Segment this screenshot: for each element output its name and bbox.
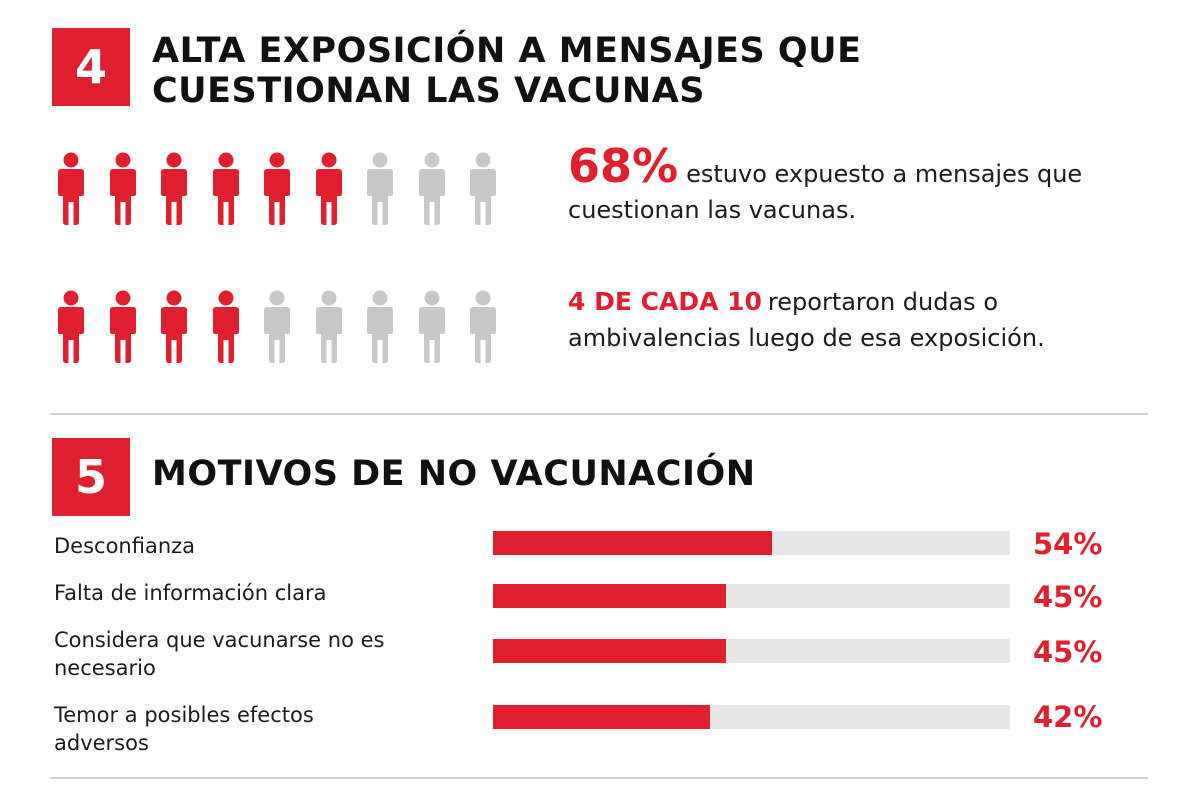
person-icon-filled — [106, 290, 140, 364]
stat-doubts-text: reportaron dudas o ambivalencias luego d… — [568, 288, 1045, 352]
bar-track-falta-informacion — [493, 584, 1010, 608]
section-5-title: MOTIVOS DE NO VACUNACIÓN — [152, 454, 756, 494]
person-icon-empty — [260, 290, 294, 364]
section-4-number: 4 — [52, 28, 130, 106]
bar-efectos-adversos — [493, 705, 711, 729]
person-icon-empty — [466, 290, 500, 364]
bar-value-no-necesario: 45% — [1033, 635, 1103, 669]
person-icon-empty — [415, 290, 449, 364]
person-icon-filled — [106, 152, 140, 226]
stat-exposure: 68% estuvo expuesto a mensajes que cuesti… — [568, 143, 1088, 228]
person-icon-empty — [466, 152, 500, 226]
person-icon-filled — [54, 152, 88, 226]
section-5-number: 5 — [52, 438, 130, 516]
person-icon-filled — [157, 152, 191, 226]
section-4-title-line2: CUESTIONAN LAS VACUNAS — [152, 71, 706, 111]
person-icon-filled — [209, 290, 243, 364]
people-icon-row-doubts — [54, 290, 524, 364]
bar-value-efectos-adversos: 42% — [1033, 700, 1103, 734]
person-icon-empty — [363, 290, 397, 364]
bar-label-falta-informacion: Falta de información clara — [54, 581, 327, 605]
stat-exposure-text: estuvo expuesto a mensajes que cuestiona… — [568, 160, 1083, 224]
person-icon-empty — [363, 152, 397, 226]
person-icon-empty — [312, 290, 346, 364]
bottom-divider — [50, 777, 1148, 779]
person-icon-filled — [54, 290, 88, 364]
people-icon-row-exposure — [54, 152, 524, 226]
stat-exposure-value: 68% — [568, 139, 679, 193]
bar-no-necesario — [493, 639, 726, 663]
bar-label-desconfianza: Desconfianza — [54, 534, 196, 558]
stat-doubts: 4 DE CADA 10 reportaron dudas o ambivalen… — [568, 284, 1088, 356]
person-icon-empty — [415, 152, 449, 226]
bar-track-desconfianza — [493, 531, 1010, 555]
bar-value-falta-informacion: 45% — [1033, 580, 1103, 614]
stat-doubts-value: 4 DE CADA 10 — [568, 287, 762, 316]
person-icon-filled — [157, 290, 191, 364]
person-icon-filled — [209, 152, 243, 226]
bar-desconfianza — [493, 531, 773, 555]
bar-value-desconfianza: 54% — [1033, 527, 1103, 561]
person-icon-filled — [312, 152, 346, 226]
bar-falta-informacion — [493, 584, 726, 608]
section-4-title-line1: ALTA EXPOSICIÓN A MENSAJES QUE — [152, 31, 862, 71]
bar-label-efectos-adversos: Temor a posibles efectos adversos — [54, 703, 314, 755]
bar-track-efectos-adversos — [493, 705, 1010, 729]
bar-track-no-necesario — [493, 639, 1010, 663]
bar-label-no-necesario: Considera que vacunarse no es necesario — [54, 628, 385, 680]
section-divider — [50, 413, 1148, 415]
person-icon-filled — [260, 152, 294, 226]
